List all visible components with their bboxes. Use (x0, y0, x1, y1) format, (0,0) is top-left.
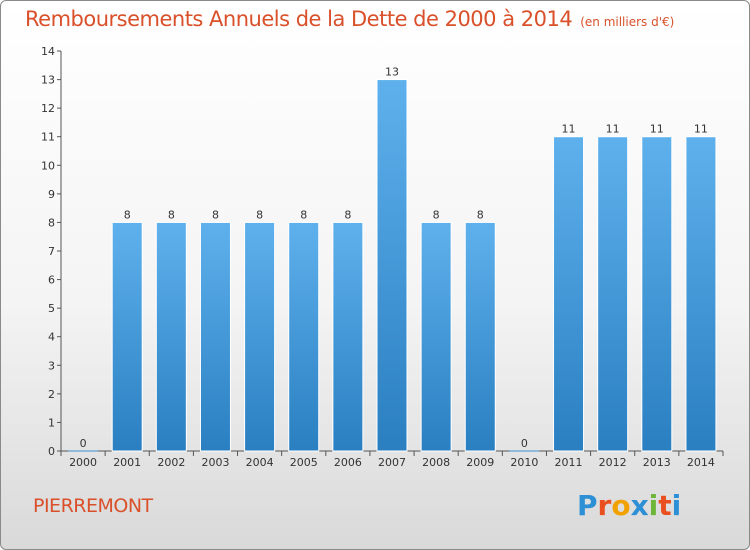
data-label-2010: 0 (521, 437, 528, 450)
data-label-2014: 11 (694, 123, 708, 136)
brand-letter: i (671, 489, 682, 522)
y-tick-label: 9 (48, 188, 55, 201)
data-label-2013: 11 (650, 123, 664, 136)
data-label-2000: 0 (80, 437, 87, 450)
y-tick-label: 5 (48, 302, 55, 315)
y-tick-label: 6 (48, 274, 55, 287)
bar-2009[interactable] (464, 221, 496, 452)
y-tick-label: 14 (41, 45, 55, 58)
y-tick-label: 7 (48, 245, 55, 258)
data-label-2002: 8 (168, 208, 175, 221)
bar-2005[interactable] (288, 221, 320, 452)
data-label-2003: 8 (212, 208, 219, 221)
brand-letter: x (630, 489, 649, 522)
commune-name: PIERREMONT (33, 495, 153, 517)
bar-2012[interactable] (597, 136, 629, 452)
bar-2013[interactable] (641, 136, 673, 452)
x-tick-label: 2002 (157, 456, 185, 469)
x-tick-label: 2006 (334, 456, 362, 469)
x-tick-label: 2014 (687, 456, 715, 469)
data-label-2005: 8 (300, 208, 307, 221)
data-label-2012: 11 (606, 123, 620, 136)
y-tick-label: 2 (48, 388, 55, 401)
bar-2011[interactable] (553, 136, 585, 452)
bar-2002[interactable] (155, 221, 187, 452)
data-label-2011: 11 (562, 123, 576, 136)
x-tick-label: 2013 (643, 456, 671, 469)
bar-2008[interactable] (420, 221, 452, 452)
y-tick-label: 13 (41, 74, 55, 87)
brand-letter: r (597, 489, 612, 522)
bar-2014[interactable] (685, 136, 717, 452)
chart-title: Remboursements Annuels de la Dette de 20… (25, 7, 674, 31)
bars (68, 79, 717, 452)
data-label-2009: 8 (477, 208, 484, 221)
brand-letter: o (611, 489, 631, 522)
brand-letter: P (577, 489, 598, 522)
bar-2006[interactable] (332, 221, 364, 452)
y-tick-label: 3 (48, 359, 55, 372)
x-tick-label: 2004 (246, 456, 274, 469)
brand-letter: i (648, 489, 659, 522)
y-tick-label: 11 (41, 131, 55, 144)
data-label-2008: 8 (433, 208, 440, 221)
brand-letter: t (658, 489, 672, 522)
bar-2004[interactable] (244, 221, 276, 452)
x-tick-label: 2000 (69, 456, 97, 469)
data-label-2001: 8 (124, 208, 131, 221)
x-tick-label: 2003 (201, 456, 229, 469)
y-tick-label: 10 (41, 159, 55, 172)
x-tick-label: 2008 (422, 456, 450, 469)
x-axis: 2000 2001 2002 2003 2004 2005 2006 2007 2008 2009… (60, 450, 724, 469)
x-tick-label: 2012 (599, 456, 627, 469)
x-tick-label: 2010 (510, 456, 538, 469)
chart-subtitle: (en milliers d'€) (580, 15, 675, 29)
x-tick-label: 2009 (466, 456, 494, 469)
data-labels: 0 8 8 8 8 8 8 13 8 8 0 11 11 11 11 (80, 66, 708, 450)
bar-2007[interactable] (376, 79, 408, 452)
x-tick-label: 2011 (555, 456, 583, 469)
y-tick-label: 12 (41, 102, 55, 115)
bar-2001[interactable] (111, 221, 143, 452)
x-tick-label: 2005 (290, 456, 318, 469)
proxiti-logo[interactable]: Proxiti (577, 489, 681, 522)
y-tick-label: 4 (48, 331, 55, 344)
data-label-2007: 13 (385, 66, 399, 79)
y-tick-label: 1 (48, 416, 55, 429)
data-label-2004: 8 (256, 208, 263, 221)
chart-title-text: Remboursements Annuels de la Dette de 20… (25, 7, 573, 31)
x-tick-label: 2007 (378, 456, 406, 469)
y-tick-label: 8 (48, 216, 55, 229)
y-tick-label: 0 (48, 445, 55, 458)
x-tick-label: 2001 (113, 456, 141, 469)
bar-2003[interactable] (199, 221, 231, 452)
data-label-2006: 8 (344, 208, 351, 221)
